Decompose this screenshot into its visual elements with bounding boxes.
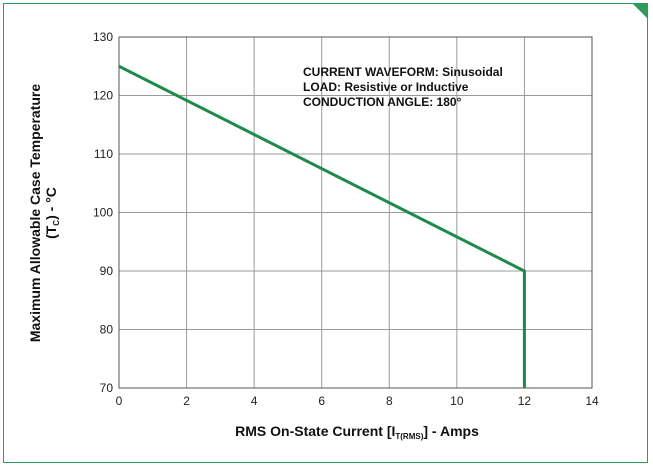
x-axis-label: RMS On-State Current [IT(RMS)] - Amps xyxy=(235,423,479,441)
x-tick-label: 2 xyxy=(183,394,190,408)
chart-frame xyxy=(3,3,648,463)
annotation-line: LOAD: Resistive or Inductive xyxy=(303,80,469,94)
x-tick-label: 4 xyxy=(251,394,258,408)
x-tick-labels: 0 2 4 6 8 10 12 14 xyxy=(116,394,599,408)
annotation-line: CURRENT WAVEFORM: Sinusoidal xyxy=(303,65,503,79)
corner-accent xyxy=(633,4,647,18)
y-tick-label: 80 xyxy=(100,323,114,337)
y-tick-label: 90 xyxy=(100,264,114,278)
y-tick-label: 120 xyxy=(93,89,113,103)
y-tick-label: 100 xyxy=(93,206,113,220)
series-line xyxy=(118,64,526,388)
y-tick-labels: 70 80 90 100 110 120 130 xyxy=(93,30,113,395)
x-tick-label: 12 xyxy=(518,394,532,408)
plot-border xyxy=(118,36,593,389)
y-tick-label: 110 xyxy=(94,147,113,161)
x-tick-label: 14 xyxy=(585,394,599,408)
y-tick-label: 70 xyxy=(100,381,114,395)
y-axis-label-line1: Maximum Allowable Case Temperature xyxy=(27,84,43,343)
y-axis-label-line2: (TC) - °C xyxy=(43,187,61,239)
annotation-line: CONDUCTION ANGLE: 180° xyxy=(303,95,462,109)
x-tick-label: 10 xyxy=(450,394,464,408)
x-tick-label: 0 xyxy=(116,394,123,408)
y-axis-label: Maximum Allowable Case Temperature (TC) … xyxy=(27,84,61,343)
y-tick-label: 130 xyxy=(93,30,113,44)
x-tick-label: 8 xyxy=(386,394,393,408)
series-group xyxy=(118,64,526,388)
x-tick-label: 6 xyxy=(318,394,325,408)
